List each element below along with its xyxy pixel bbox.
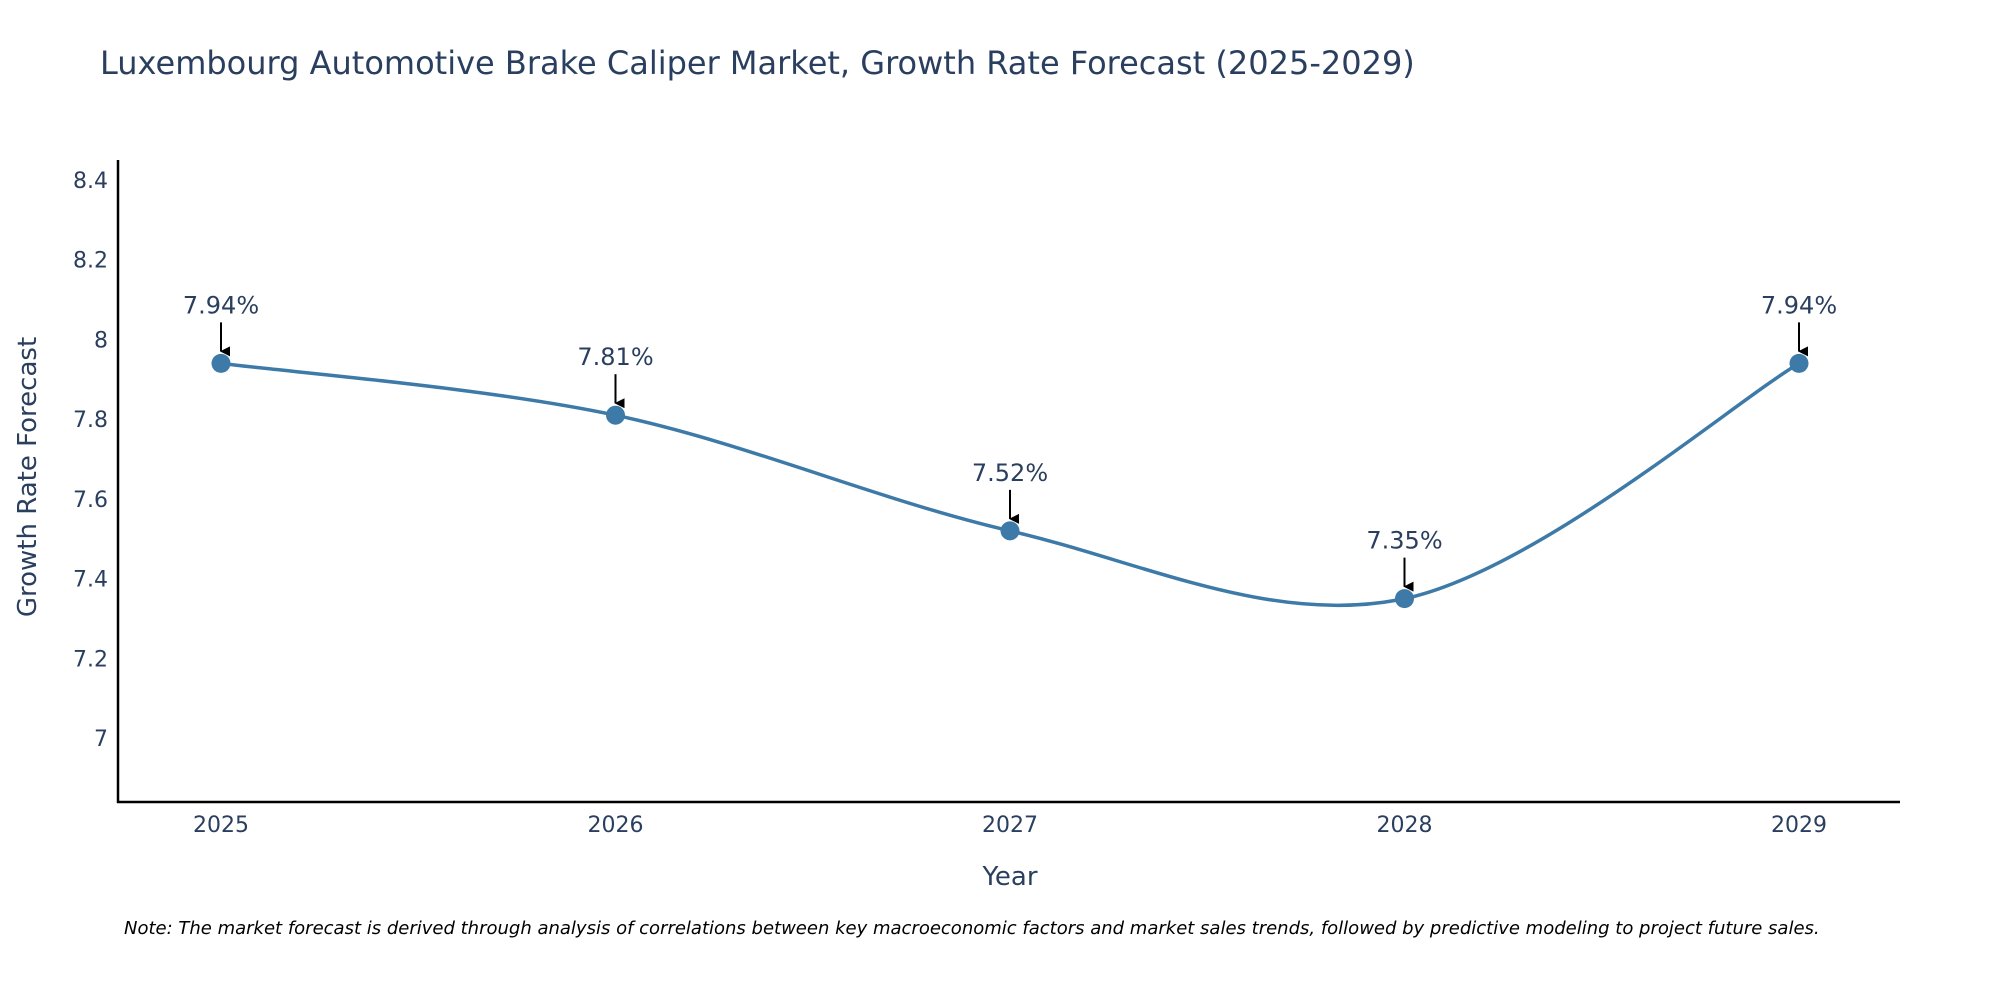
data-label: 7.94% xyxy=(1761,291,1837,319)
data-label: 7.81% xyxy=(577,343,653,371)
x-tick-label: 2029 xyxy=(1771,813,1827,838)
data-point xyxy=(1395,589,1414,609)
chart-title: Luxembourg Automotive Brake Caliper Mark… xyxy=(100,44,1415,82)
data-point xyxy=(606,405,625,425)
x-tick-label: 2028 xyxy=(1377,813,1433,838)
y-tick-label: 7 xyxy=(94,727,108,752)
x-tick-label: 2027 xyxy=(982,813,1038,838)
data-point xyxy=(1789,353,1809,373)
y-tick-label: 8.2 xyxy=(73,249,108,274)
y-tick-label: 7.2 xyxy=(73,647,108,672)
y-tick-label: 7.4 xyxy=(73,568,108,593)
y-tick-label: 7.6 xyxy=(73,488,108,513)
data-label: 7.35% xyxy=(1366,527,1442,555)
y-tick-label: 8 xyxy=(94,328,108,353)
y-tick-label: 7.8 xyxy=(73,408,108,433)
x-tick-label: 2026 xyxy=(588,813,644,838)
data-point xyxy=(1000,521,1020,541)
y-tick-label: 8.4 xyxy=(73,169,108,194)
data-label: 7.94% xyxy=(183,291,259,319)
y-axis-title: Growth Rate Forecast xyxy=(13,337,43,617)
x-tick-label: 2025 xyxy=(193,813,249,838)
data-point xyxy=(211,353,231,373)
footnote: Note: The market forecast is derived thr… xyxy=(124,918,1820,939)
data-label: 7.52% xyxy=(972,459,1048,487)
x-axis-title: Year xyxy=(981,862,1037,892)
